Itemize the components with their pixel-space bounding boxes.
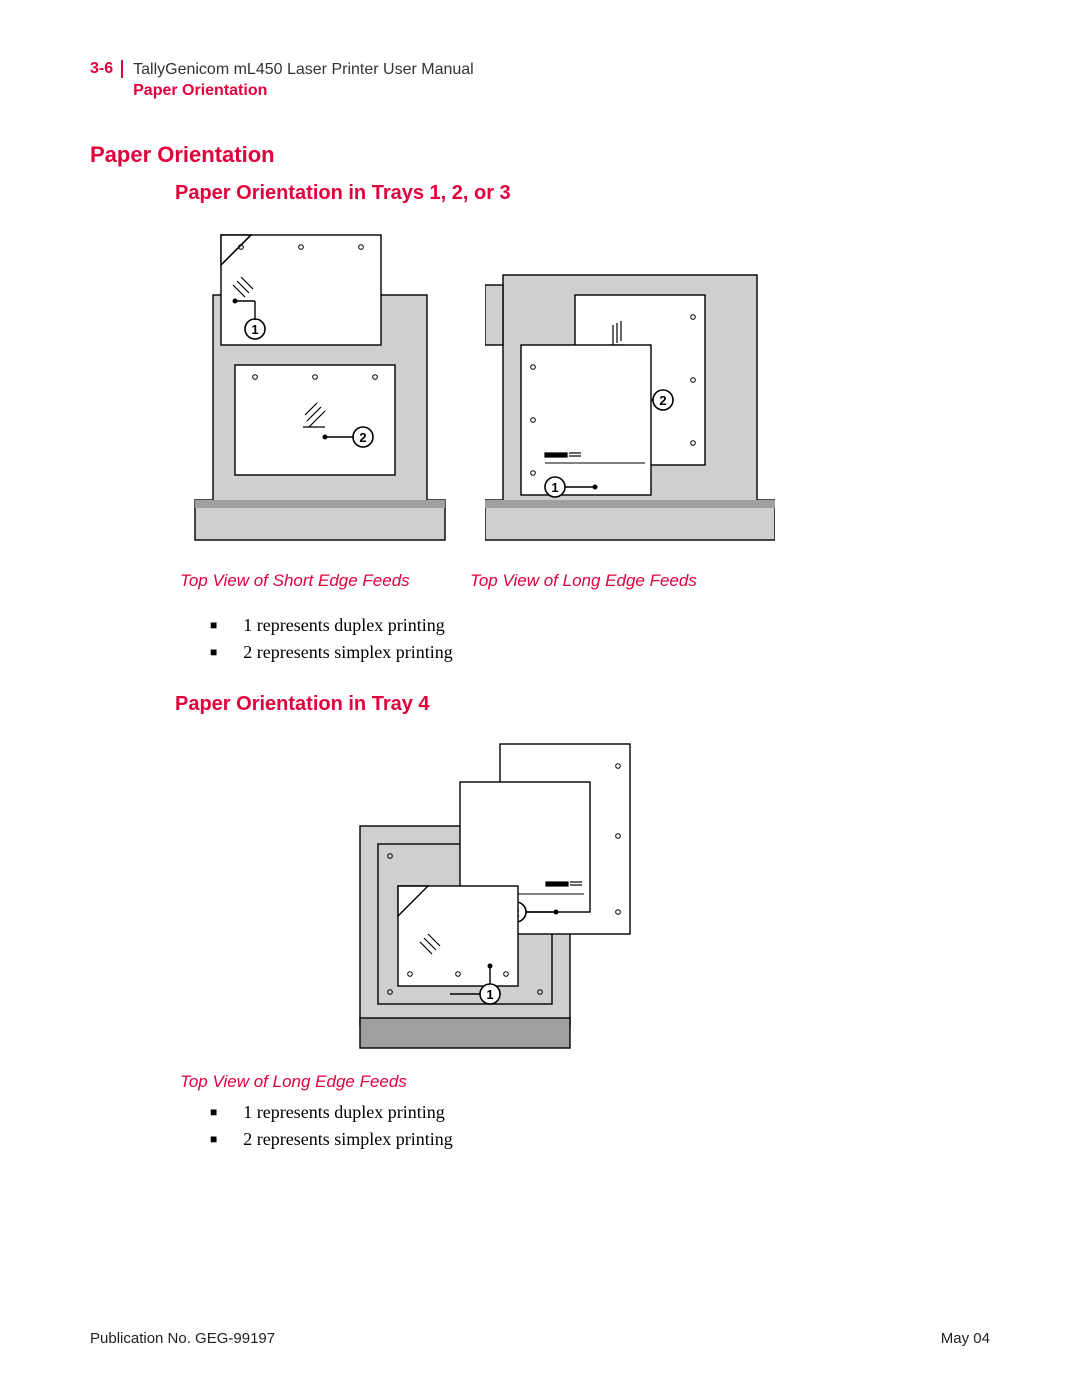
page-number: 3-6 [90, 60, 123, 78]
footer-date: May 04 [941, 1330, 990, 1347]
heading-1: Paper Orientation [90, 142, 990, 168]
bullet-list-1: 1 represents duplex printing 2 represent… [210, 615, 990, 663]
svg-text:2: 2 [659, 393, 666, 408]
header-text-block: TallyGenicom mL450 Laser Printer User Ma… [123, 60, 474, 102]
diagram-row-1: 1 2 [185, 225, 990, 555]
caption-tray4: Top View of Long Edge Feeds [180, 1072, 990, 1092]
diagram-tray4-wrapper: 2 1 [350, 736, 990, 1056]
diagram-long-edge-1: 2 1 [485, 225, 775, 555]
svg-text:1: 1 [551, 480, 558, 495]
publication-number: Publication No. GEG-99197 [90, 1330, 275, 1347]
heading-2-trays123: Paper Orientation in Trays 1, 2, or 3 [175, 182, 990, 205]
page-header: 3-6 TallyGenicom mL450 Laser Printer Use… [90, 60, 990, 102]
bullet-item: 2 represents simplex printing [210, 1129, 990, 1150]
section-name: Paper Orientation [133, 81, 474, 102]
caption-long-edge-1: Top View of Long Edge Feeds [470, 571, 697, 591]
bullet-item: 1 represents duplex printing [210, 1102, 990, 1123]
svg-text:1: 1 [251, 322, 258, 337]
manual-title: TallyGenicom mL450 Laser Printer User Ma… [133, 60, 474, 81]
caption-short-edge: Top View of Short Edge Feeds [180, 571, 470, 591]
svg-text:2: 2 [359, 430, 366, 445]
diagram-tray4: 2 1 [350, 736, 670, 1056]
bullet-item: 1 represents duplex printing [210, 615, 990, 636]
diagram-short-edge: 1 2 [185, 225, 455, 555]
bullet-list-2: 1 represents duplex printing 2 represent… [210, 1102, 990, 1150]
bullet-item: 2 represents simplex printing [210, 642, 990, 663]
heading-2-tray4: Paper Orientation in Tray 4 [175, 693, 990, 716]
captions-row-1: Top View of Short Edge Feeds Top View of… [180, 571, 990, 591]
page-footer: Publication No. GEG-99197 May 04 [90, 1330, 990, 1347]
svg-text:1: 1 [486, 987, 493, 1002]
